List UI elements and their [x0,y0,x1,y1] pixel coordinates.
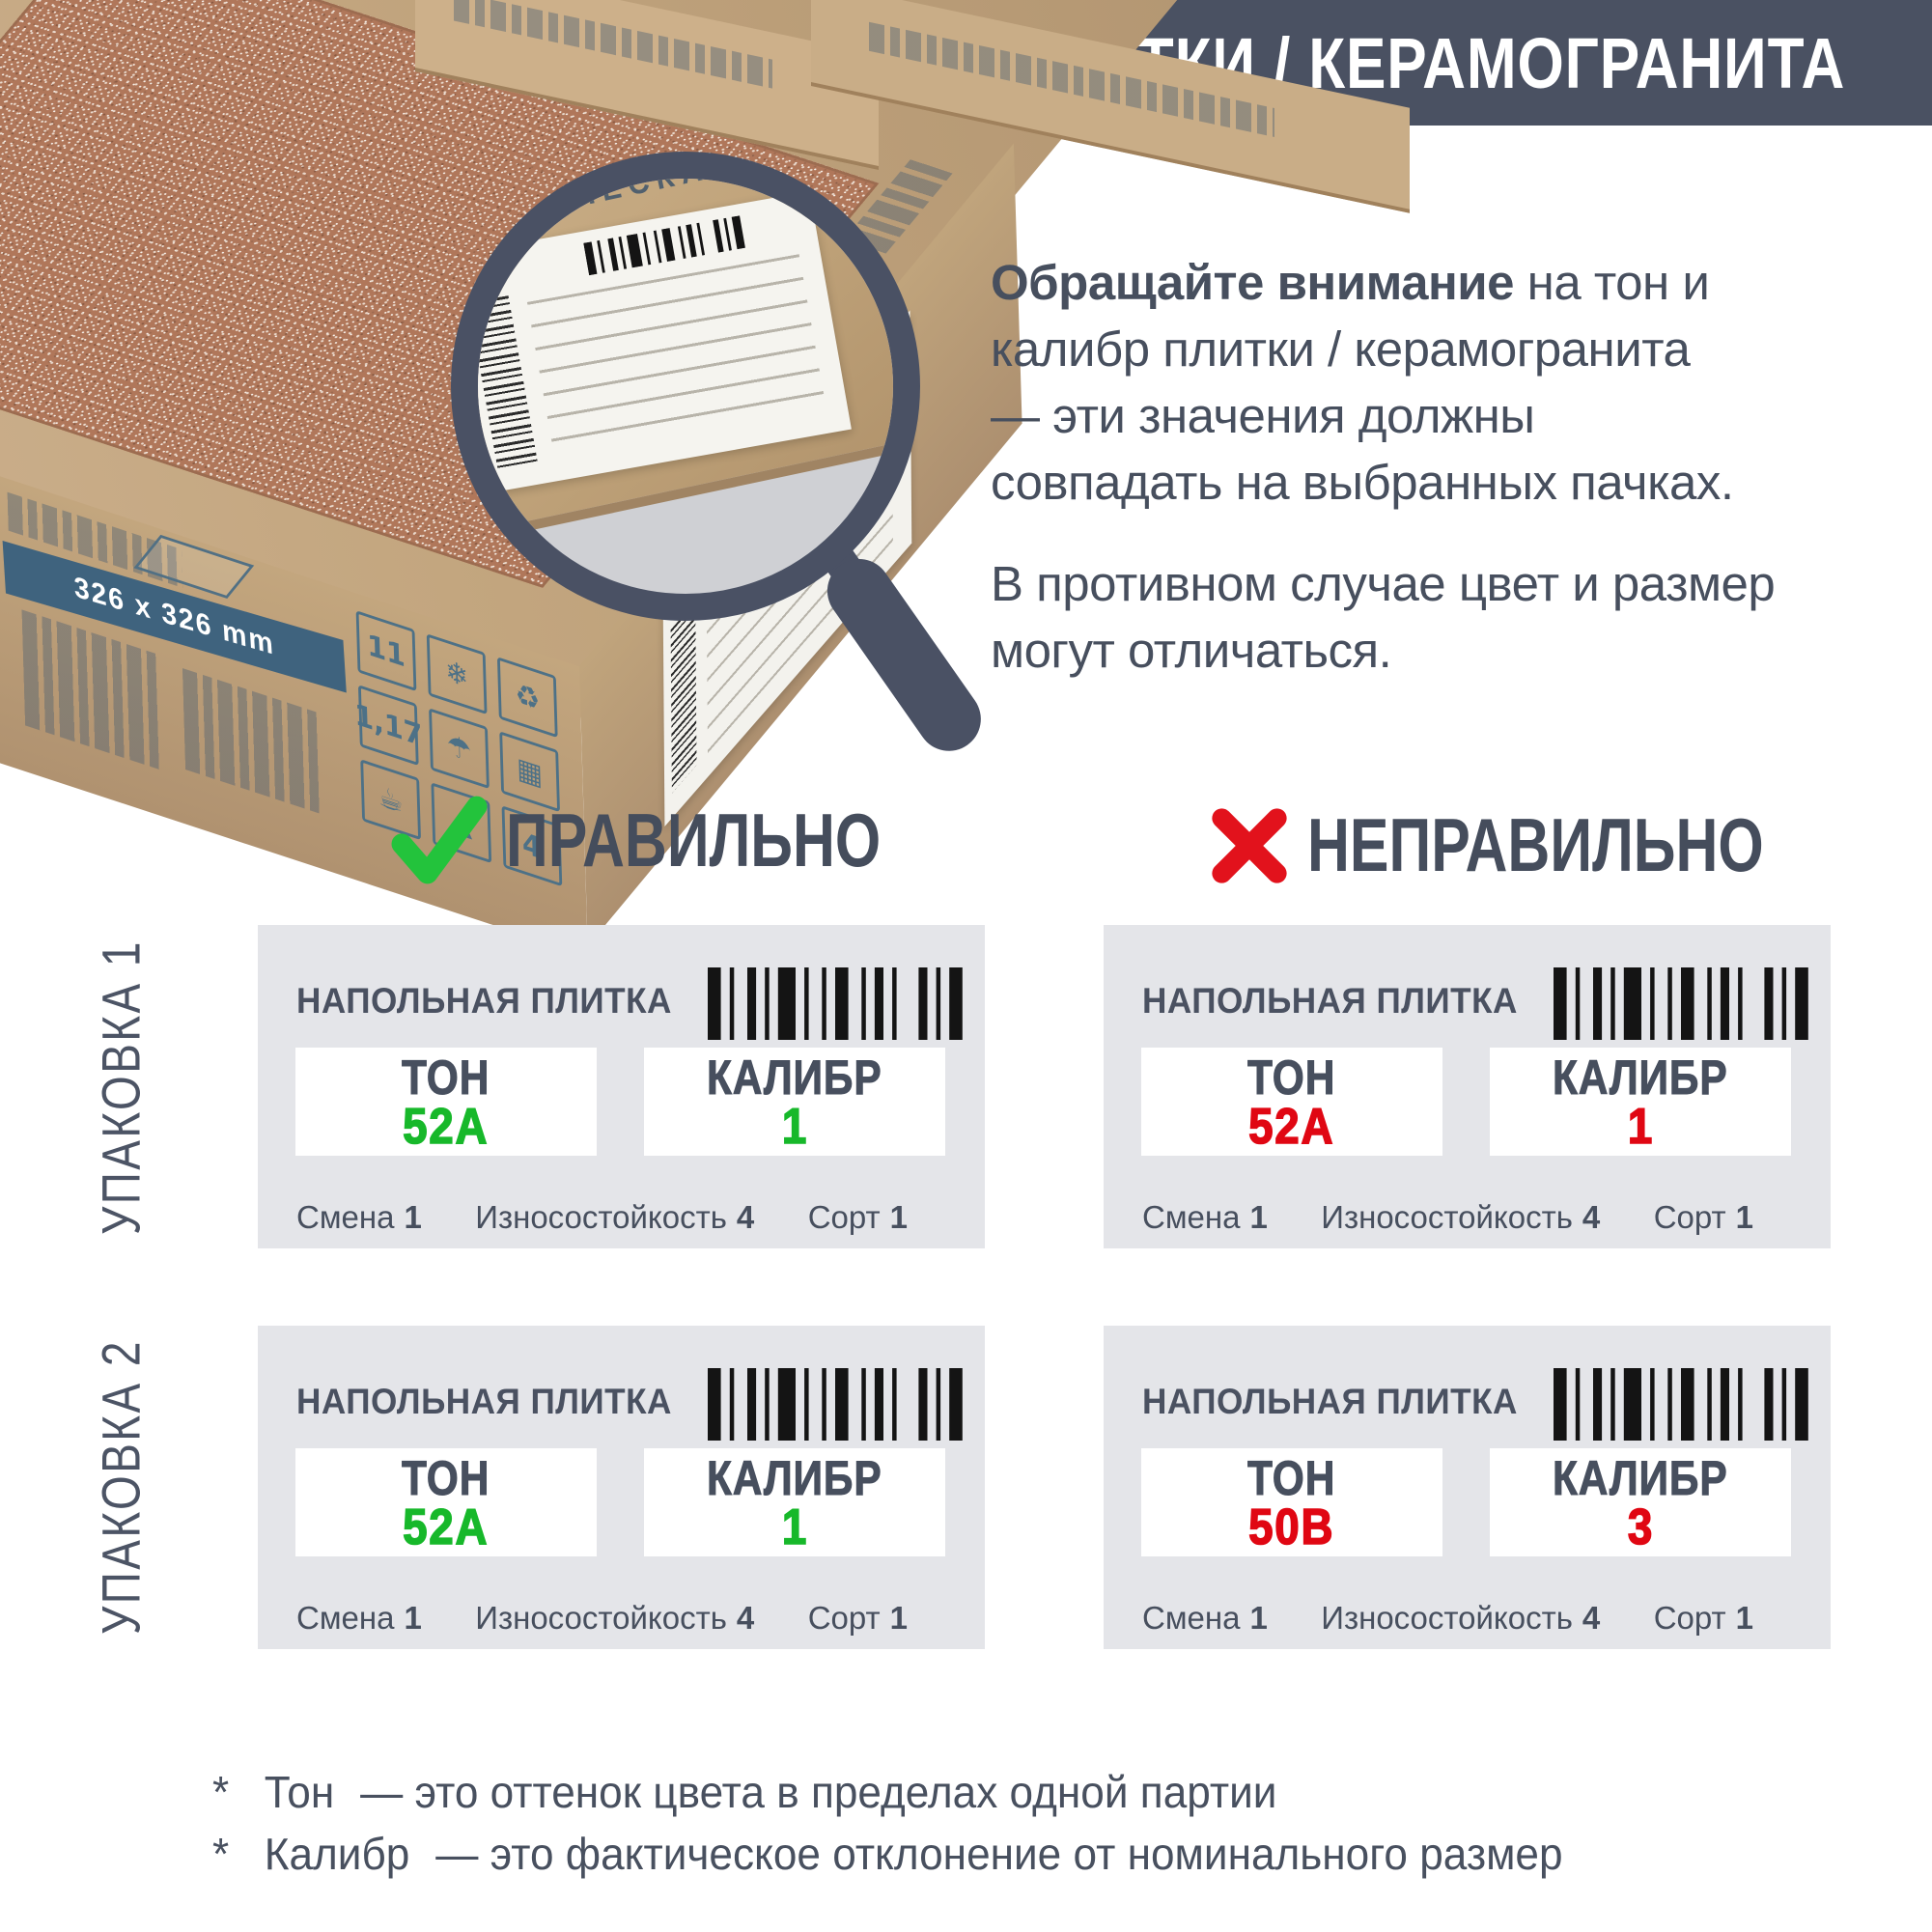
caliber-label: КАЛИБР [1553,1050,1728,1105]
handling-icon-cell: 11 [355,610,417,692]
magnifier-handle [814,546,994,764]
wear-item: Износостойкость 4 [475,1600,755,1636]
tone-box: ТОН 52А [295,1448,597,1556]
grade-item: Сорт 1 [807,1199,908,1235]
grade-item: Сорт 1 [1653,1199,1753,1235]
asterisk: * [212,1767,230,1817]
caliber-label: КАЛИБР [707,1451,882,1505]
sticker-barcode-vertical [670,601,697,794]
product-name: НАПОЛЬНАЯ ПЛИТКА [296,1382,672,1421]
shift-item: Смена 1 [1142,1600,1268,1636]
box-print-lines [21,609,163,771]
tone-box: ТОН 52А [1141,1048,1442,1156]
tone-label: ТОН [1247,1050,1336,1105]
card-footer: Смена 1 Износостойкость 4 Сорт 1 [1142,1199,1753,1236]
intro-lead-bold: Обращайте внимание [991,255,1515,310]
pack-1-label: УПАКОВКА 1 [90,939,152,1235]
footnote-tone: * Тон — это оттенок цвета в пределах одн… [212,1761,1563,1823]
barcode [708,1368,963,1441]
tone-label: ТОН [402,1451,490,1505]
tone-value: 52А [403,1499,490,1555]
caliber-value: 1 [1627,1099,1654,1155]
caliber-box: КАЛИБР 1 [1490,1048,1791,1156]
label-card-correct-pack1: НАПОЛЬНАЯ ПЛИТКА ТОН 52А КАЛИБР 1 Смена 1… [258,925,985,1248]
tone-box: ТОН 52А [295,1048,597,1156]
intro-line: совпадать на выбранных пачках. [991,455,1734,510]
caliber-box: КАЛИБР 3 [1490,1448,1791,1556]
caliber-value: 1 [781,1499,808,1555]
intro-line: калибр плитки / керамогранита [991,322,1691,377]
incorrect-label: НЕПРАВИЛЬНО [1307,802,1764,887]
caliber-label: КАЛИБР [1553,1451,1728,1505]
product-name: НАПОЛЬНАЯ ПЛИТКА [1142,981,1518,1021]
tone-box: ТОН 50В [1141,1448,1442,1556]
cross-icon [1212,807,1287,883]
sticker-text-lines [526,254,826,455]
correct-label: ПРАВИЛЬНО [506,797,882,882]
tone-value: 52А [1248,1099,1335,1155]
asterisk: * [212,1829,230,1879]
barcode [708,967,963,1040]
intro-line: — эти значения должны [991,388,1535,443]
label-card-incorrect-pack2: НАПОЛЬНАЯ ПЛИТКА ТОН 50В КАЛИБР 3 Смена 1… [1104,1326,1831,1649]
footnote-caliber: * Калибр — это фактическое отклонение от… [212,1823,1563,1885]
tone-label: ТОН [1247,1451,1336,1505]
box-print-lines [182,667,323,815]
grade-item: Сорт 1 [807,1600,908,1636]
label-card-correct-pack2: НАПОЛЬНАЯ ПЛИТКА ТОН 52А КАЛИБР 1 Смена 1… [258,1326,985,1649]
wear-item: Износостойкость 4 [1321,1600,1601,1636]
correct-header: ПРАВИЛЬНО [390,790,987,890]
intro-text: Обращайте внимание на тон и калибр плитк… [991,249,1860,684]
product-name: НАПОЛЬНАЯ ПЛИТКА [1142,1382,1518,1421]
checkmark-icon [391,796,488,884]
grade-item: Сорт 1 [1653,1600,1753,1636]
intro-line: В противном случае цвет и размер [991,556,1776,611]
caliber-value: 1 [781,1099,808,1155]
sticker-barcode [583,215,745,276]
barcode [1554,967,1808,1040]
intro-line: могут отличаться. [991,623,1392,678]
box-photo: 326 x 326 mm 11 ❄ ♻ 1,17 ☂ ▦ ☕ ▲ 4 [0,0,1410,957]
caliber-box: КАЛИБР 1 [644,1048,945,1156]
handling-icon-cell: 1,17 [354,685,423,767]
magnified-sticker-label [478,191,852,493]
caliber-value: 3 [1627,1499,1654,1555]
magnified-box-corner: КЕРАМИЧЕСКАЯ ПЛИТКА [478,179,893,547]
footnotes: * Тон — это оттенок цвета в пределах одн… [212,1761,1563,1885]
snowflake-icon: ❄ [426,633,488,715]
shift-item: Смена 1 [296,1600,422,1636]
label-card-incorrect-pack1: НАПОЛЬНАЯ ПЛИТКА ТОН 52А КАЛИБР 1 Смена 1… [1104,925,1831,1248]
card-footer: Смена 1 Износостойкость 4 Сорт 1 [1142,1600,1753,1637]
tone-label: ТОН [402,1050,490,1105]
caliber-box: КАЛИБР 1 [644,1448,945,1556]
shift-item: Смена 1 [296,1199,422,1235]
product-name: НАПОЛЬНАЯ ПЛИТКА [296,981,672,1021]
sticker-barcode-vertical [478,295,538,469]
tone-value: 52А [403,1099,490,1155]
umbrella-icon: ☂ [429,708,490,790]
wear-item: Износостойкость 4 [1321,1199,1601,1235]
wear-item: Износостойкость 4 [475,1199,755,1235]
barcode [1554,1368,1808,1441]
card-footer: Смена 1 Износостойкость 4 Сорт 1 [296,1199,908,1236]
magnifier-lens: КЕРАМИЧЕСКАЯ ПЛИТКА [451,152,920,621]
intro-line: Обращайте внимание на тон и [991,255,1710,310]
shift-item: Смена 1 [1142,1199,1268,1235]
pack-2-label: УПАКОВКА 2 [90,1339,152,1635]
tone-value: 50В [1248,1499,1335,1555]
incorrect-header: НЕПРАВИЛЬНО [1209,801,1892,889]
card-footer: Смена 1 Износостойкость 4 Сорт 1 [296,1600,908,1637]
caliber-label: КАЛИБР [707,1050,882,1105]
recycle-icon: ♻ [496,657,558,739]
